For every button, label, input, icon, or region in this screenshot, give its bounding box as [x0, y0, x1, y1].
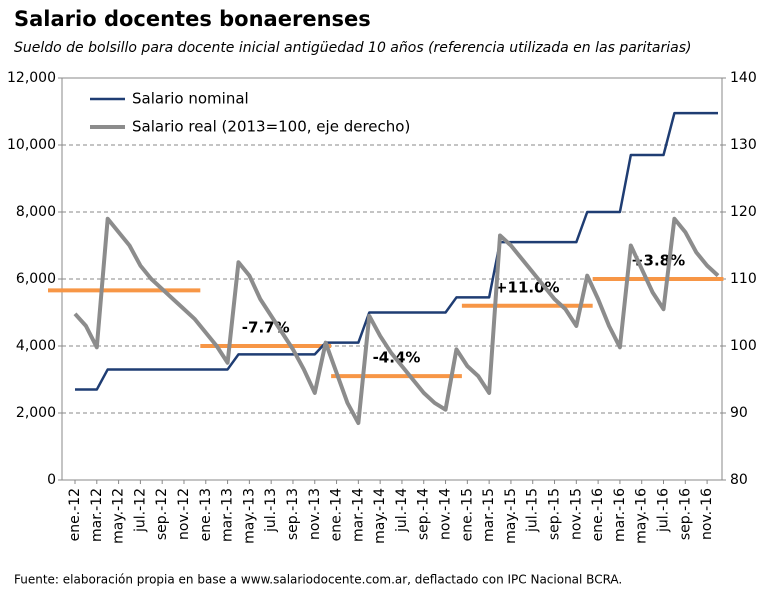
- y2-tick-label: 110: [730, 271, 757, 287]
- x-tick-label: jul.-15: [525, 488, 541, 533]
- series-line: [73, 216, 720, 426]
- x-tick-label: ene.-14: [329, 488, 345, 542]
- series-line: [75, 111, 718, 391]
- x-tick-label: ene.-16: [590, 488, 606, 542]
- y-tick-label: 2,000: [16, 405, 56, 421]
- y2-tick-label: 90: [730, 405, 748, 421]
- y-tick-label: 12,000: [7, 70, 56, 86]
- y-tick-label: 6,000: [16, 271, 56, 287]
- y-tick-label: 8,000: [16, 204, 56, 220]
- x-tick-label: nov.-14: [438, 488, 454, 540]
- y2-tick-label: 140: [730, 70, 757, 86]
- x-tick-label: nov.-16: [699, 488, 715, 540]
- x-tick-label: nov.-13: [307, 488, 323, 540]
- legend-label: Salario nominal: [132, 90, 249, 108]
- x-tick-label: sep.-13: [285, 488, 301, 540]
- y2-tick-label: 120: [730, 204, 757, 220]
- x-tick-label: jul.-12: [132, 488, 148, 533]
- y-tick-label: 4,000: [16, 338, 56, 354]
- y2-tick-label: 100: [730, 338, 757, 354]
- x-tick-label: jul.-13: [263, 488, 279, 533]
- y2-tick-label: 130: [730, 137, 757, 153]
- x-tick-label: jul.-14: [394, 488, 410, 533]
- source-note: Fuente: elaboración propia en base a www…: [14, 573, 622, 587]
- x-tick-label: sep.-14: [416, 488, 432, 540]
- x-tick-label: nov.-15: [568, 488, 584, 540]
- x-tick-label: ene.-12: [67, 488, 83, 541]
- y-tick-label: 10,000: [7, 137, 56, 153]
- x-tick-label: ene.-15: [459, 488, 475, 541]
- y2-tick-label: 80: [730, 472, 748, 488]
- x-tick-label: may.-12: [111, 488, 127, 544]
- x-tick-label: may.-15: [503, 488, 519, 544]
- x-tick-label: sep.-16: [677, 488, 693, 540]
- x-tick-label: mar.-16: [612, 488, 628, 542]
- x-tick-label: mar.-15: [481, 488, 497, 542]
- legend-label: Salario real (2013=100, eje derecho): [132, 118, 410, 136]
- x-tick-label: sep.-15: [547, 488, 563, 540]
- x-tick-label: nov.-12: [176, 488, 192, 540]
- x-tick-label: mar.-13: [220, 488, 236, 542]
- x-tick-label: may.-13: [241, 488, 257, 544]
- x-tick-label: mar.-12: [89, 488, 105, 542]
- chart-subtitle: Sueldo de bolsillo para docente inicial …: [14, 40, 691, 56]
- x-tick-label: may.-16: [634, 488, 650, 544]
- x-tick-label: mar.-14: [350, 488, 366, 542]
- x-tick-label: jul.-16: [656, 488, 672, 533]
- x-tick-label: ene.-13: [198, 488, 214, 541]
- chart-title: Salario docentes bonaerenses: [14, 7, 371, 31]
- x-tick-label: may.-14: [372, 488, 388, 544]
- x-tick-label: sep.-12: [154, 488, 170, 540]
- y-tick-label: 0: [47, 472, 56, 488]
